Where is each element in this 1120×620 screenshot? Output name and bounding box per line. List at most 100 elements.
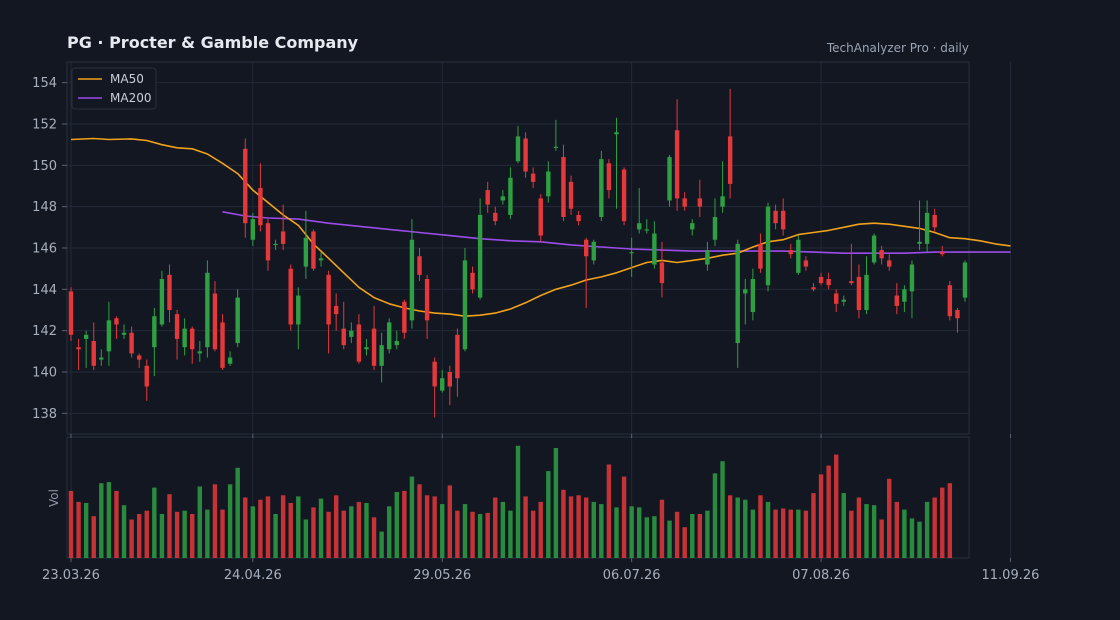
candle-body: [455, 334, 460, 379]
volume-bar: [387, 506, 392, 558]
candle-body: [288, 268, 293, 325]
candle-body: [879, 250, 884, 259]
candle-body: [167, 274, 172, 310]
chart-title: PG · Procter & Gamble Company: [67, 33, 359, 52]
volume-bar: [99, 483, 104, 558]
candle-body: [220, 322, 225, 368]
volume-bar: [909, 518, 915, 558]
volume-layer: [68, 445, 953, 558]
candle-body: [917, 241, 922, 244]
volume-bar: [856, 497, 862, 558]
candle-body: [955, 310, 960, 319]
candle-body: [83, 334, 89, 339]
candle-body: [735, 243, 740, 344]
volume-bar: [834, 454, 839, 558]
candle-body: [788, 250, 793, 255]
volume-bar: [803, 510, 809, 558]
volume-bar: [758, 495, 763, 558]
volume-bar: [129, 519, 134, 558]
candle-body: [205, 272, 210, 348]
volume-bar: [432, 496, 437, 558]
candle-body: [591, 241, 596, 261]
volume-bar: [296, 496, 301, 558]
volume-bar: [318, 498, 324, 558]
volume-bar: [174, 511, 180, 558]
candle-body: [470, 272, 475, 290]
candle-body: [311, 231, 316, 269]
candle-body: [553, 146, 559, 148]
candle-body: [690, 223, 695, 230]
volume-bar: [682, 527, 687, 558]
candle-body: [856, 276, 862, 310]
volume-bar: [455, 510, 460, 558]
volume-bar: [190, 514, 195, 558]
volume-bar: [947, 483, 953, 558]
candle-body: [849, 281, 854, 284]
candle-body: [197, 351, 202, 354]
volume-bar: [243, 497, 248, 558]
candle-body: [402, 301, 407, 333]
volume-bar: [697, 514, 703, 558]
volume-bar: [940, 487, 945, 558]
volume-bar: [765, 501, 771, 558]
volume-bar: [599, 504, 604, 558]
volume-bar: [182, 510, 187, 558]
volume-bar: [606, 464, 612, 558]
volume-bar: [932, 497, 937, 558]
volume-bar: [280, 495, 286, 558]
ma200-line: [222, 211, 1011, 254]
candle-body: [705, 250, 710, 265]
volume-bar: [258, 499, 263, 558]
candle-body: [644, 229, 649, 231]
volume-bar: [523, 496, 528, 558]
candle-body: [841, 299, 846, 302]
candle-body: [962, 262, 968, 298]
volume-bar: [485, 512, 490, 558]
volume-bar: [561, 489, 566, 558]
volume-bar: [530, 510, 536, 558]
volume-bar: [106, 482, 112, 558]
volume-bar: [621, 476, 627, 558]
volume-bar: [712, 473, 718, 558]
candle-body: [114, 318, 119, 325]
candle-body: [485, 190, 490, 205]
volume-bar: [440, 504, 445, 558]
volume-bar: [311, 507, 316, 558]
volume-bar: [341, 510, 346, 558]
candle-body: [523, 138, 528, 172]
candle-body: [697, 198, 703, 207]
ma200-layer: [222, 211, 1011, 254]
candle-body: [440, 378, 445, 391]
candle-body: [947, 285, 953, 317]
volume-bar: [205, 509, 210, 558]
candle-body: [629, 252, 634, 254]
candle-body: [720, 196, 725, 207]
candle-body: [894, 295, 900, 306]
candle-body: [341, 328, 346, 346]
volume-bar: [114, 490, 119, 558]
candle-body: [333, 305, 339, 315]
candle-body: [243, 148, 248, 224]
volume-bar: [144, 510, 149, 558]
volume-bar: [644, 517, 649, 558]
candle-body: [834, 293, 839, 304]
candle-body: [99, 357, 104, 360]
candle-body: [546, 171, 551, 197]
candle-body: [500, 196, 506, 201]
candle-body: [174, 314, 180, 339]
candle-body: [887, 260, 892, 267]
candle-body: [902, 289, 907, 302]
volume-bar: [879, 519, 884, 558]
candle-body: [493, 212, 498, 222]
candle-body: [409, 239, 415, 321]
volume-bar: [447, 485, 453, 558]
volume-bar: [674, 511, 680, 558]
y-tick-label: 148: [32, 200, 57, 215]
candle-body: [637, 223, 642, 230]
y-tick-label: 142: [32, 324, 57, 339]
candle-body: [326, 274, 331, 325]
candle-body: [750, 279, 756, 313]
candle-body: [424, 279, 430, 321]
volume-bar: [773, 509, 778, 558]
